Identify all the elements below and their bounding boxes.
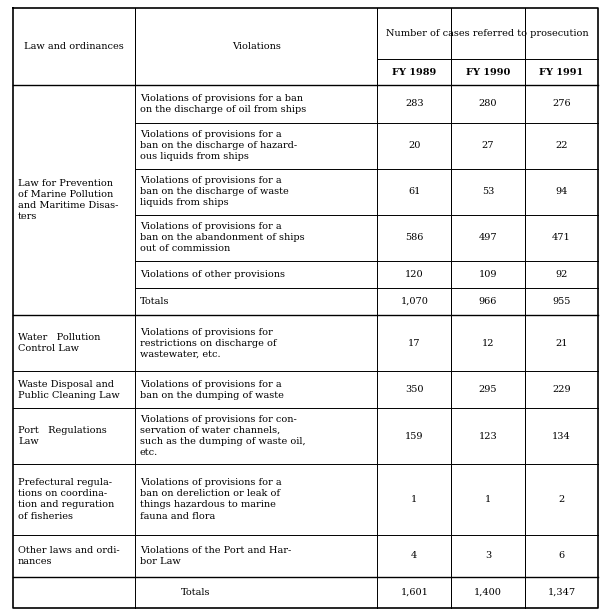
Text: 159: 159 [405,432,423,440]
Text: Water   Pollution
Control Law: Water Pollution Control Law [18,333,100,354]
Text: FY 1991: FY 1991 [540,68,584,76]
Text: 283: 283 [405,99,423,108]
Text: 1: 1 [485,495,491,504]
Text: 955: 955 [552,297,571,306]
Text: 1,347: 1,347 [547,588,576,597]
Text: 12: 12 [481,339,494,348]
Text: FY 1989: FY 1989 [392,68,436,76]
Text: Port   Regulations
Law: Port Regulations Law [18,426,107,446]
Text: Violations of provisions for a
ban on dereliction or leak of
things hazardous to: Violations of provisions for a ban on de… [140,478,281,521]
Text: Violations of provisions for a ban
on the discharge of oil from ships: Violations of provisions for a ban on th… [140,94,306,114]
Text: 350: 350 [405,385,423,394]
Text: 21: 21 [555,339,568,348]
Text: 22: 22 [555,141,568,150]
Text: Violations of provisions for a
ban on the dumping of waste: Violations of provisions for a ban on th… [140,379,284,400]
Text: 134: 134 [552,432,571,440]
Text: 1,400: 1,400 [474,588,502,597]
Text: 3: 3 [485,551,491,560]
Text: 1: 1 [411,495,417,504]
Text: FY 1990: FY 1990 [466,68,510,76]
Text: Violations of provisions for a
ban on the discharge of waste
liquids from ships: Violations of provisions for a ban on th… [140,176,288,207]
Text: 94: 94 [555,187,568,196]
Text: Violations of provisions for
restrictions on discharge of
wastewater, etc.: Violations of provisions for restriction… [140,328,276,359]
Text: 497: 497 [478,233,497,242]
Text: 17: 17 [408,339,420,348]
Text: Law and ordinances: Law and ordinances [24,42,123,51]
Text: Law for Prevention
of Marine Pollution
and Maritime Disas-
ters: Law for Prevention of Marine Pollution a… [18,179,119,222]
Text: 229: 229 [552,385,571,394]
Text: Prefectural regula-
tions on coordina-
tion and reguration
of fisheries: Prefectural regula- tions on coordina- t… [18,478,114,521]
Text: 280: 280 [479,99,497,108]
Text: 109: 109 [479,270,497,278]
Text: 471: 471 [552,233,571,242]
Text: 92: 92 [555,270,568,278]
Text: 6: 6 [558,551,565,560]
Text: 586: 586 [405,233,423,242]
Text: Other laws and ordi-
nances: Other laws and ordi- nances [18,546,120,565]
Text: Totals: Totals [180,588,210,597]
Text: 53: 53 [482,187,494,196]
Text: Violations of provisions for a
ban on the abandonment of ships
out of commission: Violations of provisions for a ban on th… [140,222,304,253]
Text: 20: 20 [408,141,420,150]
Text: 1,070: 1,070 [400,297,428,306]
Text: 123: 123 [478,432,497,440]
Text: Violations of other provisions: Violations of other provisions [140,270,285,278]
Text: Violations of provisions for a
ban on the discharge of hazard-
ous liquids from : Violations of provisions for a ban on th… [140,130,297,161]
Text: 61: 61 [408,187,420,196]
Text: 4: 4 [411,551,417,560]
Text: Violations of provisions for con-
servation of water channels,
such as the dumpi: Violations of provisions for con- servat… [140,415,306,457]
Text: 2: 2 [558,495,565,504]
Text: 295: 295 [479,385,497,394]
Text: 276: 276 [552,99,571,108]
Text: 120: 120 [405,270,423,278]
Text: Violations of the Port and Har-
bor Law: Violations of the Port and Har- bor Law [140,546,291,565]
Text: Waste Disposal and
Public Cleaning Law: Waste Disposal and Public Cleaning Law [18,379,120,400]
Text: 966: 966 [479,297,497,306]
Text: Totals: Totals [140,297,169,306]
Text: Number of cases referred to prosecution: Number of cases referred to prosecution [386,29,589,38]
Text: 1,601: 1,601 [400,588,428,597]
Text: 27: 27 [481,141,494,150]
Text: Violations: Violations [232,42,280,51]
